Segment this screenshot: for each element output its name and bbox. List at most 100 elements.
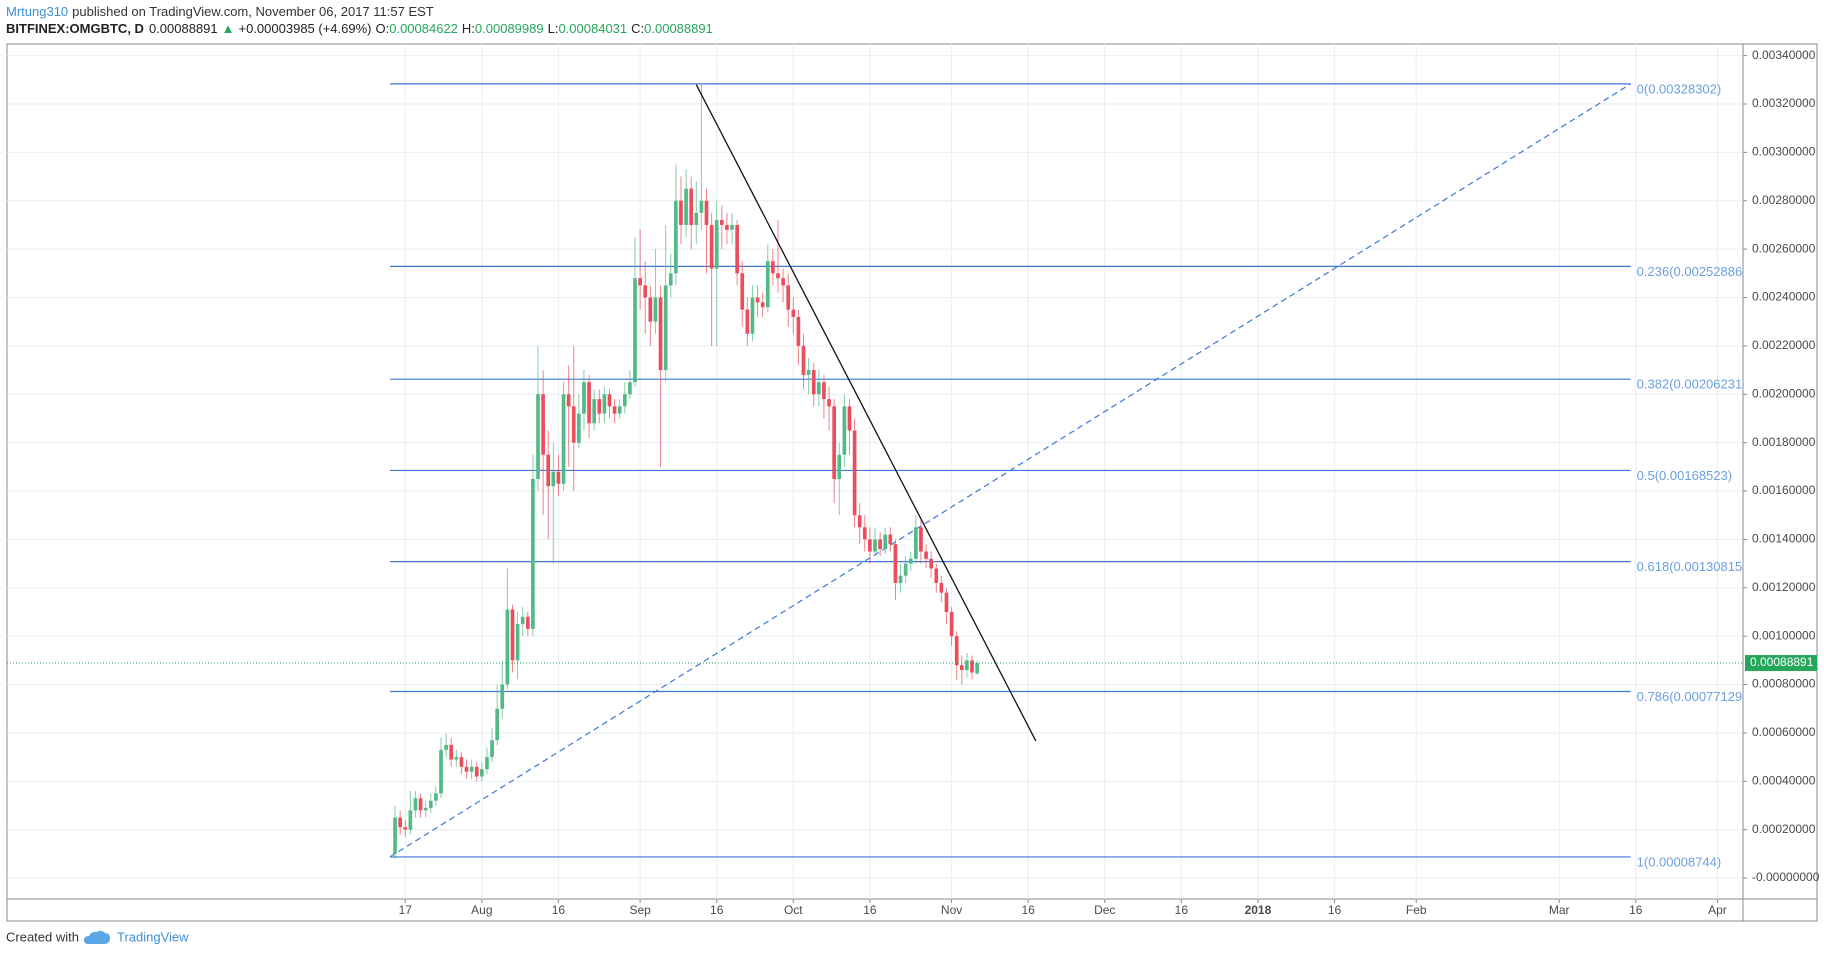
candle-body [765, 261, 770, 308]
candle-body [694, 212, 699, 225]
y-tick-label: 0.00280000 [1752, 193, 1816, 207]
low-value: 0.00084031 [558, 21, 627, 36]
y-tick-label: 0.00140000 [1752, 532, 1816, 546]
high-key: H: [462, 21, 475, 36]
candle-body [423, 807, 428, 811]
y-tick-label: 0.00220000 [1752, 338, 1816, 352]
candle-body [929, 558, 934, 569]
close-value: 0.00088891 [644, 21, 713, 36]
candle-body [791, 309, 796, 317]
candle-body [449, 745, 454, 760]
y-tick-label: 0.00200000 [1752, 386, 1816, 400]
candle-body [500, 684, 505, 709]
axes: 0.00340000 0.00320000 0.00300000 0.00280000… [399, 48, 1820, 917]
low-key: L: [548, 21, 559, 36]
x-tick-label: Aug [471, 903, 492, 917]
candle-body [719, 220, 724, 225]
candle-body [965, 660, 969, 671]
x-tick-label: Nov [941, 903, 962, 917]
candle-body [847, 406, 852, 431]
candle-body [571, 406, 576, 443]
y-tick-label: 0.00240000 [1752, 290, 1816, 304]
candle-body [408, 810, 413, 830]
candle-body [949, 611, 954, 637]
candle-body [434, 793, 438, 801]
candle-body [939, 582, 944, 593]
x-tick-label: 16 [1175, 903, 1189, 917]
candle-body [730, 224, 734, 230]
candle-body [531, 478, 535, 629]
published: published on TradingView.com, November 0… [72, 4, 434, 19]
y-tick-label: 0.00060000 [1752, 725, 1816, 739]
candle-body [919, 527, 923, 552]
candle-body [908, 558, 913, 564]
brand[interactable]: TradingView [117, 929, 189, 944]
fib-label: 0.5(0.00168523) [1637, 468, 1732, 483]
high-value: 0.00089989 [475, 21, 544, 36]
y-tick-label: 0.00260000 [1752, 241, 1816, 255]
candle-body [796, 316, 801, 346]
candle-body [393, 817, 397, 854]
candle-body [546, 454, 551, 487]
y-tick-label: 0.00160000 [1752, 483, 1816, 497]
candle-body [663, 285, 668, 371]
y-tick-label: 0.00020000 [1752, 822, 1816, 836]
candle-body [699, 200, 704, 213]
candle-body [760, 302, 765, 308]
candle-body [439, 749, 443, 794]
candle-body [602, 394, 607, 414]
y-tick-label: 0.00120000 [1752, 580, 1816, 594]
fib-trend [389, 83, 1631, 858]
candle-body [459, 757, 464, 767]
fib-label: 1(0.00008744) [1637, 854, 1722, 869]
footer: Created with TradingView [6, 929, 189, 944]
candle-body [801, 345, 806, 375]
candle-body [934, 568, 939, 583]
symbol: BITFINEX:OMGBTC, D [6, 21, 144, 36]
candle-body [852, 430, 857, 516]
x-tick-label: 16 [1629, 903, 1643, 917]
candle-body [903, 563, 908, 576]
candle-body [643, 285, 648, 298]
candle-body [709, 224, 714, 269]
change: +0.00003985 (+4.69%) [239, 21, 372, 36]
candle-body [638, 278, 642, 286]
x-tick-label: 16 [710, 903, 724, 917]
fib-label: 0.236(0.00252886) [1637, 264, 1747, 279]
x-tick-label: Oct [784, 903, 803, 917]
y-tick-label: 0.00080000 [1752, 677, 1816, 691]
candle-body [566, 394, 571, 407]
y-tick-label: -0.00000000 [1752, 870, 1820, 884]
candle-body [617, 406, 622, 414]
candle-body [914, 527, 918, 559]
candle-body [725, 224, 729, 230]
candle-body [551, 471, 556, 487]
candle-body [510, 609, 515, 661]
author[interactable]: Mrtung310 [6, 4, 68, 19]
fib-label: 0(0.00328302) [1637, 81, 1722, 96]
candle-body [944, 592, 949, 612]
candle-body [776, 273, 780, 279]
candle-body [750, 297, 755, 334]
close-key: C: [631, 21, 644, 36]
x-tick-label: 16 [863, 903, 877, 917]
candle-body [959, 665, 964, 671]
up-arrow: ▲ [222, 21, 235, 36]
header-line: Mrtung310 published on TradingView.com, N… [6, 4, 434, 19]
candle-body [771, 261, 775, 274]
x-tick-label: 17 [399, 903, 413, 917]
candle-body [837, 454, 842, 479]
candle-body [556, 471, 561, 484]
candle-body [536, 394, 540, 479]
candle-body [924, 551, 928, 559]
candle-body [428, 800, 433, 808]
frame [6, 43, 1818, 922]
fib-label: 0.382(0.00206231) [1637, 377, 1747, 392]
plot-area: 0(0.00328302) 0.236(0.00252886) 0.382(0.00… [7, 44, 1747, 899]
candle-body [714, 220, 719, 269]
last-price-label: 0.00088891 [1750, 655, 1814, 669]
candle-body [786, 285, 791, 310]
candle-body [689, 188, 694, 225]
y-tick-label: 0.00300000 [1752, 145, 1816, 159]
